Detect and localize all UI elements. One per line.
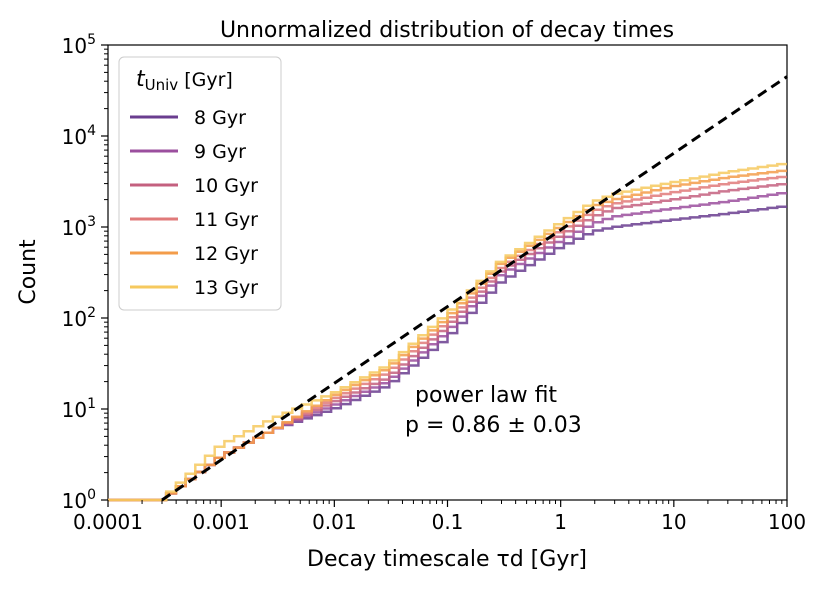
y-axis: 100 101 102 103 104 105 (62, 32, 108, 513)
x-axis-label: Decay timescale τd [Gyr] (307, 547, 587, 572)
legend-label: 10 Gyr (194, 175, 258, 197)
legend-label: 8 Gyr (194, 107, 246, 129)
y-tick-label: 101 (62, 396, 96, 422)
y-tick-label: 105 (62, 32, 96, 58)
fit-layer (161, 75, 788, 502)
x-tick-label: 0.01 (312, 510, 357, 534)
x-tick-label: 1 (554, 510, 567, 534)
x-tick-label: 0.0001 (73, 510, 143, 534)
legend-label: 13 Gyr (194, 277, 258, 299)
annotation-line1: power law fit (415, 383, 557, 408)
x-axis: 0.0001 0.001 0.01 0.1 1 10 100 (73, 500, 806, 534)
legend-label: 12 Gyr (194, 243, 258, 265)
y-tick-label: 103 (62, 214, 96, 240)
legend-label: 11 Gyr (194, 209, 258, 231)
x-tick-label: 10 (661, 510, 686, 534)
y-axis-label: Count (16, 239, 41, 305)
y-tick-label: 102 (62, 305, 96, 331)
legend-box (118, 56, 282, 311)
x-tick-label: 100 (768, 510, 806, 534)
legend-title: tUniv [Gyr] (136, 67, 233, 94)
chart-title: Unnormalized distribution of decay times (220, 18, 674, 43)
power-law-fit-line (161, 75, 788, 502)
annotation: power law fit p = 0.86 ± 0.03 (405, 383, 582, 438)
y-tick-label: 104 (62, 123, 96, 149)
annotation-line2: p = 0.86 ± 0.03 (405, 413, 582, 438)
legend-label: 9 Gyr (194, 141, 246, 163)
legend-entries: 8 Gyr 9 Gyr 10 Gyr 11 Gyr 12 Gyr 13 Gyr (130, 107, 258, 299)
x-tick-label: 0.001 (193, 510, 250, 534)
y-tick-label: 100 (62, 487, 96, 513)
legend: tUniv [Gyr] 8 Gyr 9 Gyr 10 Gyr 11 Gyr 12 Gyr… (118, 56, 282, 311)
x-tick-label: 0.1 (432, 510, 464, 534)
